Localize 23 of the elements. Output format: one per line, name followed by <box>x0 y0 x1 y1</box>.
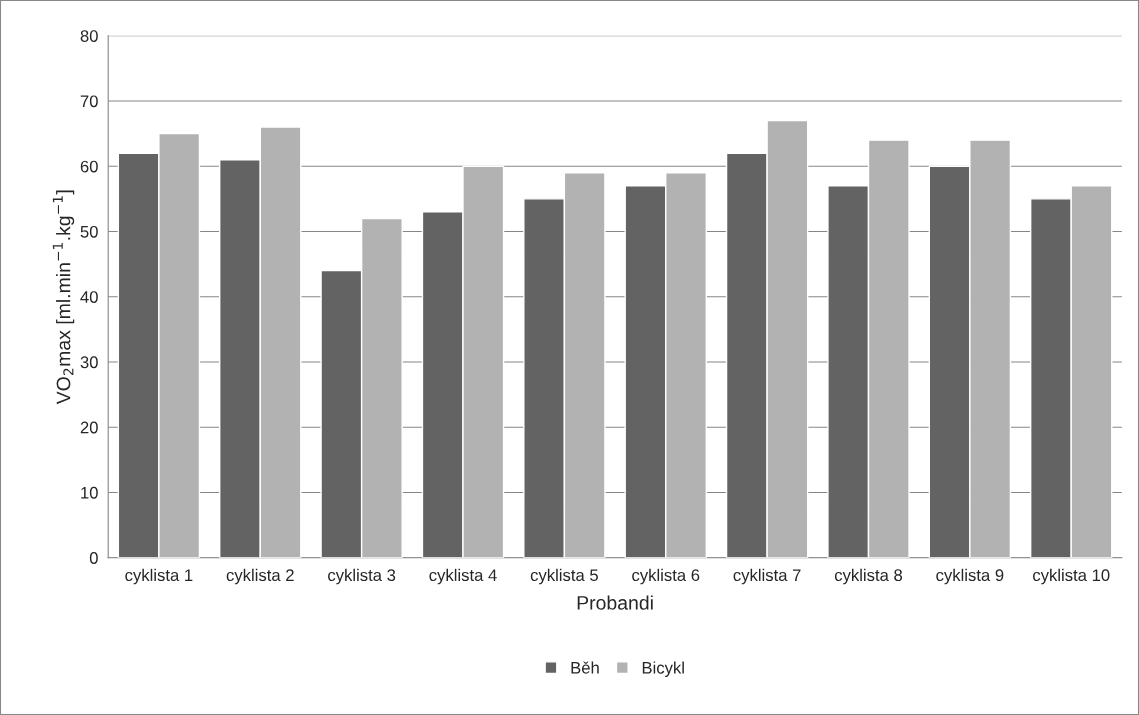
y-tick-label: 80 <box>80 30 98 42</box>
y-tick-label: 40 <box>80 291 98 303</box>
y-tick-label: 30 <box>80 356 98 369</box>
x-tick-label: cyklista 6 <box>632 568 700 585</box>
x-tick-label: cyklista 7 <box>733 568 801 585</box>
x-axis-title: Probandi <box>577 595 653 610</box>
y-tick-label: 10 <box>81 486 98 499</box>
x-tick-label: cyklista 1 <box>125 568 193 585</box>
x-tick-label: cyklista 10 <box>1033 568 1110 585</box>
x-tick-label: cyklista 2 <box>226 568 294 585</box>
x-tick-label: cyklista 3 <box>328 568 396 585</box>
y-tick-label: 70 <box>80 95 98 108</box>
x-tick-label: cyklista 8 <box>834 568 903 585</box>
legend-label: Bicykl <box>642 661 684 677</box>
x-tick-label: cyklista 5 <box>530 568 598 585</box>
y-tick-label: 60 <box>80 160 98 173</box>
y-axis-title: VO$_{2}$max [ml.min$^{−1}$.kg$^{−1}$] <box>52 190 75 405</box>
x-tick-label: cyklista 9 <box>936 568 1004 585</box>
x-tick-label: cyklista 4 <box>429 568 497 585</box>
y-tick-label: 50 <box>80 225 98 238</box>
y-tick-label: 20 <box>80 421 98 434</box>
legend-label: Běh <box>571 661 599 674</box>
y-tick-label: 0 <box>89 552 98 564</box>
